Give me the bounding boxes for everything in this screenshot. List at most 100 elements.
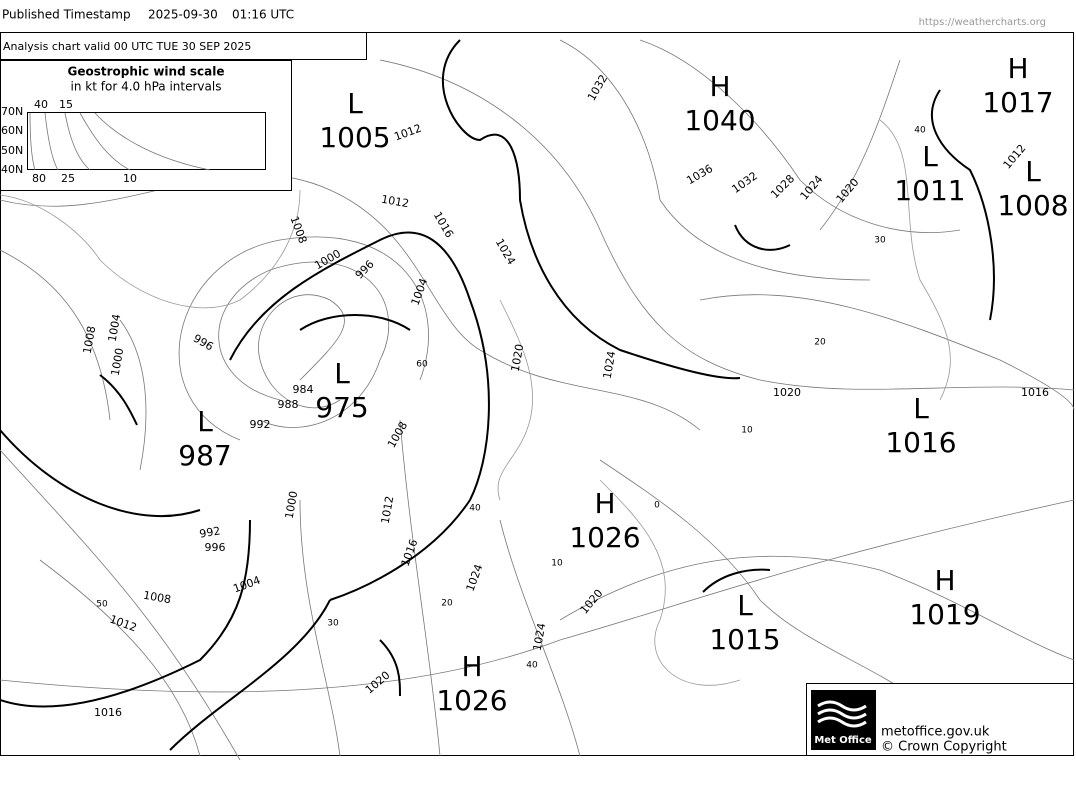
isobar-label: 1012 [392, 122, 423, 144]
isobar-label: 1012 [380, 193, 410, 211]
isobar-label: 1004 [409, 276, 431, 307]
center-kind: L [913, 392, 929, 425]
latitude-label: 70N [1, 105, 23, 118]
center-kind: H [1007, 52, 1028, 85]
wind-label: 0 [654, 501, 660, 511]
center-kind: H [709, 70, 730, 103]
wind-scale-subtitle: in kt for 4.0 hPa intervals [71, 80, 222, 94]
isobar-label: 984 [293, 383, 314, 396]
wind-label: 10 [551, 559, 563, 569]
center-pressure: 1026 [569, 521, 640, 554]
isobar-label: 1020 [773, 386, 801, 399]
center-kind: H [461, 650, 482, 683]
wind-label: 40 [914, 126, 926, 136]
isobar-label: 992 [250, 418, 271, 431]
isobar-label: 1024 [601, 350, 619, 380]
wind-label: 10 [741, 426, 753, 436]
wind-scale-curves [29, 112, 211, 171]
wind-label: 30 [874, 236, 886, 246]
isobar-label: 1000 [283, 490, 301, 520]
isobar-label: 1004 [106, 313, 124, 343]
center-pressure: 1026 [436, 684, 507, 717]
center-kind: L [334, 357, 350, 390]
isobar-label: 1008 [81, 325, 99, 355]
map-frame [0, 32, 1074, 756]
latitude-label: 40N [1, 163, 23, 176]
isobar-label: 996 [191, 332, 216, 354]
center-pressure: 1016 [885, 426, 956, 459]
header-time: 01:16 UTC [232, 8, 294, 22]
source-url: https://weathercharts.org [919, 17, 1046, 28]
wind-label: 50 [96, 600, 108, 610]
latitude-label: 60N [1, 124, 23, 137]
header-date: 2025-09-30 [148, 8, 218, 22]
wind-label: 40 [469, 504, 481, 514]
isobar-label: 996 [205, 541, 226, 554]
isobar-label: 1004 [231, 574, 262, 596]
analysis-title: Analysis chart valid 00 UTC TUE 30 SEP 2… [3, 40, 251, 53]
center-pressure: 1008 [997, 189, 1068, 222]
wind-scale-title: Geostrophic wind scale [68, 65, 225, 79]
center-pressure: 1040 [684, 104, 755, 137]
coastlines [0, 119, 951, 686]
isobar-label: 1012 [379, 495, 397, 525]
analysis-box [0, 32, 367, 60]
wind-label: 60 [416, 360, 428, 370]
footer-site: metoffice.gov.uk [881, 725, 990, 740]
wind-label: 20 [814, 338, 826, 348]
center-kind: H [594, 487, 615, 520]
isobar-label: 1008 [288, 214, 310, 245]
wind-scale-grid [27, 112, 266, 170]
center-pressure: 1011 [894, 174, 965, 207]
center-pressure: 1017 [982, 86, 1053, 119]
wind-tick-label: 25 [61, 172, 75, 185]
isobars [0, 39, 1075, 761]
isobar-label: 1016 [399, 537, 421, 568]
isobar-label: 996 [353, 258, 377, 282]
latitude-label: 50N [1, 144, 23, 157]
center-kind: L [1025, 155, 1041, 188]
footer-copyright: © Crown Copyright [881, 740, 1007, 755]
isobar-label: 1016 [431, 209, 456, 240]
center-kind: L [922, 140, 938, 173]
wind-label: 30 [327, 619, 339, 629]
isobar-label: 1020 [834, 176, 862, 206]
isobar-label: 988 [278, 398, 299, 411]
isobar-label: 1000 [109, 347, 127, 377]
fronts [0, 39, 995, 751]
wind-tick-label: 15 [59, 98, 73, 111]
wind-label: 20 [441, 599, 453, 609]
wind-tick-label: 10 [123, 172, 137, 185]
center-kind: L [347, 87, 363, 120]
isobar-label: 1016 [94, 706, 122, 719]
isobar-label: 1008 [385, 419, 410, 450]
wind-scale-box [0, 60, 292, 191]
center-pressure: 1005 [319, 121, 390, 154]
isobar-label: 1032 [585, 72, 610, 103]
center-pressure: 987 [178, 439, 231, 472]
center-kind: L [737, 589, 753, 622]
wind-label: 40 [526, 661, 538, 671]
isobar-label: 1020 [578, 587, 606, 617]
isobar-label: 992 [198, 524, 221, 540]
center-pressure: 1015 [709, 623, 780, 656]
isobar-label: 1024 [531, 622, 549, 652]
isobar-label: 1020 [363, 669, 393, 697]
isobar-label: 1036 [684, 162, 715, 187]
isobar-label: 1016 [1021, 386, 1049, 399]
header-label: Published Timestamp [2, 8, 131, 22]
center-pressure: 975 [315, 391, 368, 424]
isobar-label: 1032 [730, 169, 760, 196]
wind-tick-label: 80 [32, 172, 46, 185]
isobar-label: 1024 [493, 236, 518, 267]
isobar-label: 1028 [768, 172, 797, 201]
logo-waves [817, 700, 867, 728]
wind-tick-label: 40 [34, 98, 48, 111]
isobar-label: 1008 [142, 589, 172, 607]
isobar-label: 1024 [464, 562, 486, 593]
center-kind: H [934, 564, 955, 597]
center-pressure: 1019 [909, 598, 980, 631]
center-kind: L [197, 405, 213, 438]
